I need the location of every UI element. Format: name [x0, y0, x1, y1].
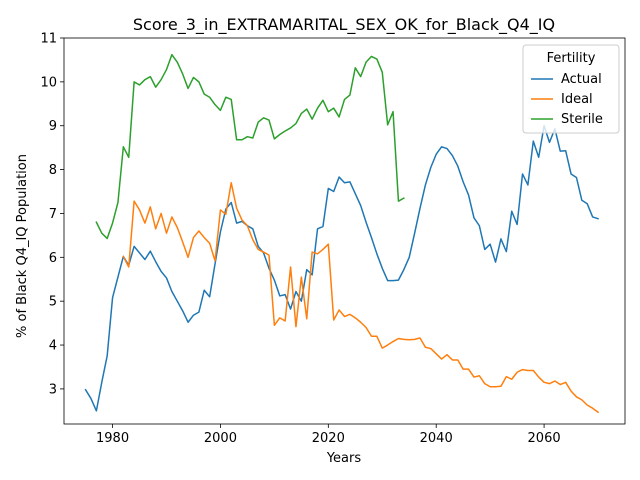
legend-box: [522, 44, 620, 134]
y-tick-label: 10: [40, 75, 57, 90]
x-tick-label: 2040: [420, 431, 453, 446]
series-line-ideal: [122, 182, 600, 414]
x-tick-label: 1980: [96, 431, 129, 446]
axes: 1980 2000 2020 2040 2060 3 4 5 6 7 8 9 10 11: [40, 32, 626, 446]
x-tick-label: 2020: [312, 431, 345, 446]
legend-label-sterile: Sterile: [561, 112, 603, 127]
y-tick-label: 7: [49, 207, 57, 222]
legend-label-ideal: Ideal: [561, 92, 593, 107]
y-tick-label: 9: [49, 119, 57, 134]
series-line-actual: [84, 124, 599, 412]
y-tick-label: 6: [49, 251, 57, 266]
y-axis-label: % of Black Q4_IQ Population: [15, 154, 30, 338]
legend-label-actual: Actual: [561, 72, 602, 87]
y-tick-label: 11: [40, 32, 57, 47]
axes-frame: [63, 37, 626, 425]
legend: Fertility Actual Ideal Sterile: [522, 44, 620, 134]
y-tick-label: 3: [49, 382, 57, 397]
plot-area: [84, 53, 600, 414]
y-tick-label: 8: [49, 163, 57, 178]
x-tick-label: 2060: [528, 431, 561, 446]
series-line-sterile: [95, 53, 405, 240]
chart-title: Score_3_in_EXTRAMARITAL_SEX_OK_for_Black…: [133, 15, 555, 35]
y-tick-label: 5: [49, 295, 57, 310]
x-axis-label: Years: [326, 451, 362, 466]
y-tick-label: 4: [49, 339, 57, 354]
x-tick-label: 2000: [204, 431, 237, 446]
legend-title: Fertility: [547, 51, 596, 66]
